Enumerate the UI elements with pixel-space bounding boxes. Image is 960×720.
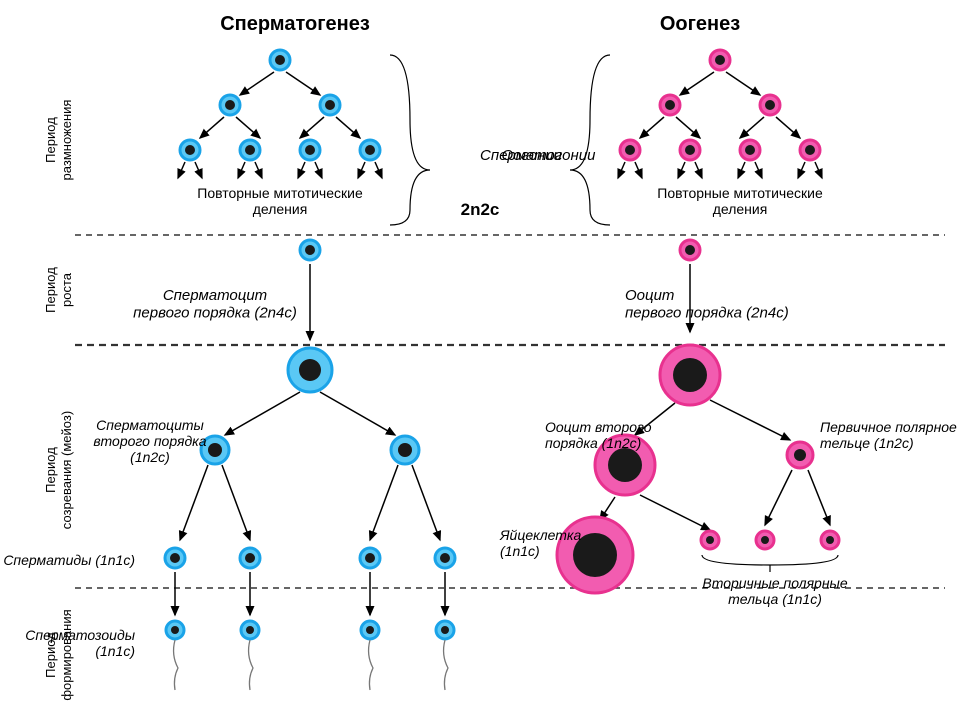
svg-text:(1n1c): (1n1c): [95, 643, 135, 659]
svg-text:Повторные митотические: Повторные митотические: [197, 185, 363, 201]
svg-text:порядка (1n2c): порядка (1n2c): [545, 435, 641, 451]
svg-text:Оогенез: Оогенез: [660, 13, 740, 35]
svg-text:Вторичные полярные: Вторичные полярные: [702, 575, 847, 591]
svg-text:деления: деления: [253, 201, 308, 217]
svg-text:Ооцит: Ооцит: [625, 287, 674, 304]
svg-text:Оогонии: Оогонии: [501, 147, 562, 164]
svg-text:(1n2c): (1n2c): [130, 449, 170, 465]
svg-text:Повторные митотические: Повторные митотические: [657, 185, 823, 201]
svg-text:Первичное полярное: Первичное полярное: [820, 419, 957, 435]
svg-text:Яйцеклетка: Яйцеклетка: [499, 527, 582, 543]
svg-text:Период: Период: [43, 447, 58, 493]
svg-text:Сперматоциты: Сперматоциты: [96, 417, 204, 433]
svg-text:Период: Период: [43, 117, 58, 163]
svg-text:первого порядка (2n4c): первого порядка (2n4c): [625, 304, 789, 321]
svg-text:Ооцит второго: Ооцит второго: [545, 419, 652, 435]
svg-text:Сперматиды (1n1c): Сперматиды (1n1c): [3, 552, 135, 568]
svg-text:Период: Период: [43, 267, 58, 313]
svg-text:тельце (1n2c): тельце (1n2c): [820, 435, 914, 451]
svg-text:Сперматозоиды: Сперматозоиды: [25, 627, 135, 643]
svg-text:первого порядка (2n4c): первого порядка (2n4c): [133, 304, 297, 321]
svg-text:тельца (1n1c): тельца (1n1c): [728, 591, 822, 607]
svg-text:Сперматогенез: Сперматогенез: [220, 13, 370, 35]
svg-text:размножения: размножения: [59, 100, 74, 181]
svg-text:(1n1c): (1n1c): [500, 543, 540, 559]
svg-text:деления: деления: [713, 201, 768, 217]
svg-text:Сперматоцит: Сперматоцит: [163, 287, 267, 304]
svg-text:2n2c: 2n2c: [461, 200, 500, 219]
svg-text:второго порядка: второго порядка: [93, 433, 206, 449]
gametogenesis-diagram: СперматогенезОогенезПериодразмноженияПер…: [0, 0, 960, 720]
svg-text:роста: роста: [59, 272, 74, 307]
svg-text:формирования: формирования: [59, 609, 74, 700]
svg-text:созревания (мейоз): созревания (мейоз): [59, 411, 74, 529]
